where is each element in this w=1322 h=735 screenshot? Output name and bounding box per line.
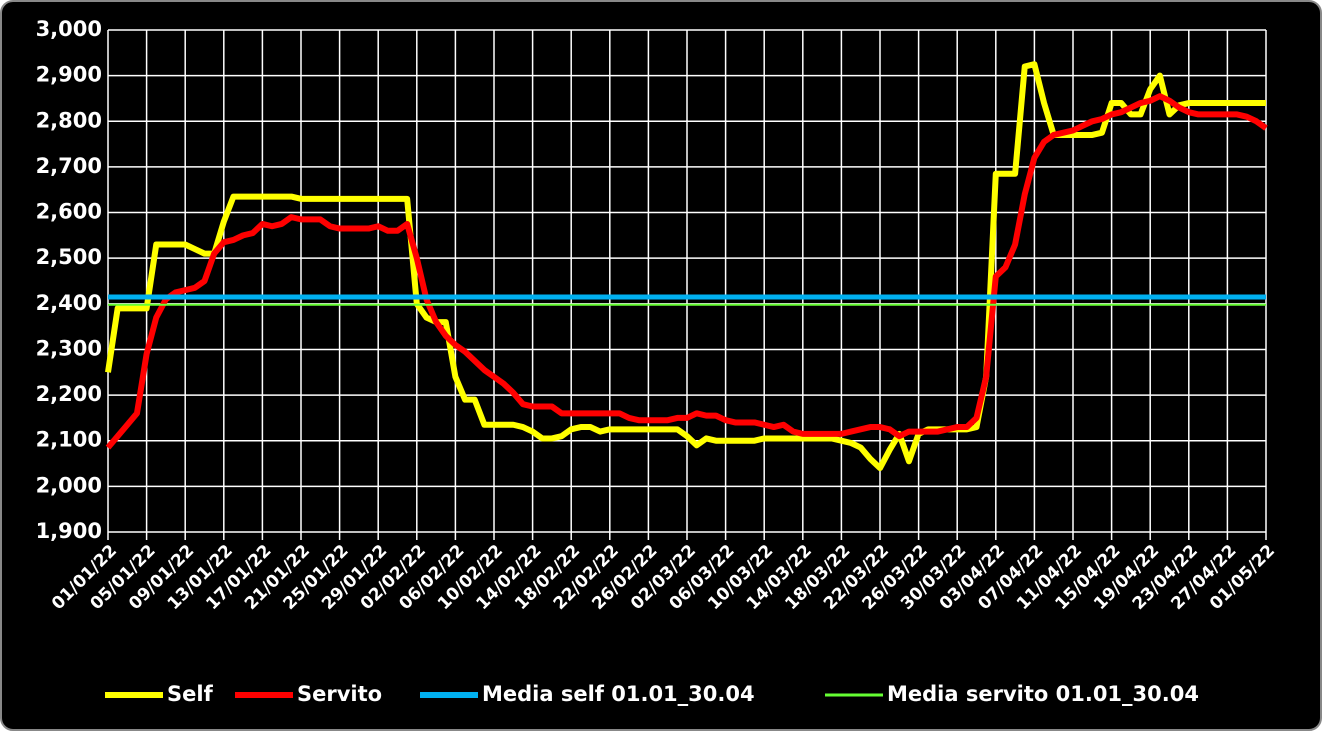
y-tick-label: 2,500 [36, 245, 102, 269]
legend-label: Media self 01.01_30.04 [482, 682, 755, 706]
y-tick-label: 2,700 [36, 154, 102, 178]
y-tick-label: 2,200 [36, 382, 102, 406]
y-tick-label: 2,800 [36, 108, 102, 132]
series-line [105, 61, 1266, 472]
y-tick-label: 2,600 [36, 200, 102, 224]
y-tick-label: 2,900 [36, 63, 102, 87]
legend-label: Media servito 01.01_30.04 [887, 682, 1199, 706]
legend-label: Servito [297, 682, 382, 706]
series-line [105, 93, 1268, 450]
y-tick-label: 2,300 [36, 336, 102, 360]
y-tick-label: 2,100 [36, 428, 102, 452]
y-tick-label: 3,000 [36, 17, 102, 41]
y-tick-label: 2,000 [36, 473, 102, 497]
legend-label: Self [167, 682, 214, 706]
y-tick-label: 2,400 [36, 291, 102, 315]
y-tick-label: 1,900 [36, 519, 102, 543]
